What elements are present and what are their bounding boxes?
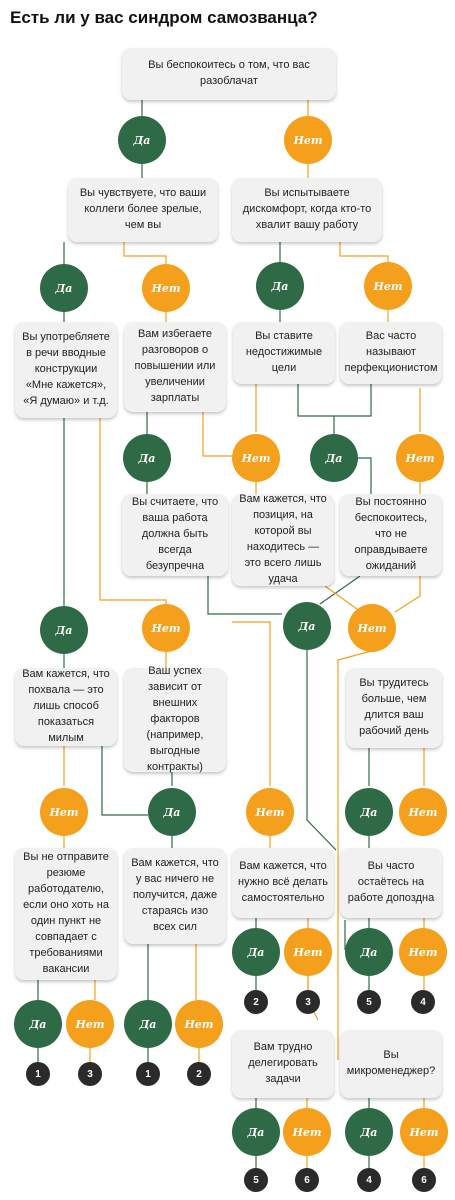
question-box: Вы испытываете дискомфорт, когда кто-то … (232, 178, 382, 242)
result-badge: 1 (26, 1062, 50, 1086)
no-node: Нет (142, 604, 190, 652)
no-node: Нет (399, 928, 447, 976)
question-box: Вы не отправите резюме работодателю, есл… (15, 848, 117, 980)
result-badge: 6 (295, 1168, 319, 1192)
yes-node: Да (345, 1108, 393, 1156)
no-node: Нет (284, 928, 332, 976)
question-box: Вам трудно делегировать задачи (232, 1030, 334, 1098)
no-node: Нет (66, 1000, 114, 1048)
yes-node: Да (148, 788, 196, 836)
yes-node: Да (40, 264, 88, 312)
question-box: Вам кажется, что похвала — это лишь спос… (15, 668, 117, 746)
result-badge: 4 (411, 990, 435, 1014)
question-box: Вы ставите недостижимые цели (233, 322, 335, 384)
result-badge: 2 (187, 1062, 211, 1086)
question-box: Вы чувствуете, что ваши коллеги более зр… (68, 178, 218, 242)
question-box: Вы часто остаётесь на работе допоздна (340, 848, 442, 918)
no-node: Нет (283, 1108, 331, 1156)
result-badge: 1 (136, 1062, 160, 1086)
question-box: Вы микроменеджер? (340, 1030, 442, 1098)
yes-node: Да (345, 928, 393, 976)
question-box: Вы трудитесь больше, чем длится ваш рабо… (346, 668, 442, 748)
no-node: Нет (396, 434, 444, 482)
yes-node: Да (345, 788, 393, 836)
no-node: Нет (175, 1000, 223, 1048)
question-box: Вы употребляете в речи вводные конструкц… (15, 322, 117, 418)
yes-node: Да (310, 434, 358, 482)
question-box: Вам кажется, что позиция, на которой вы … (232, 493, 334, 586)
result-badge: 6 (412, 1168, 436, 1192)
no-node: Нет (40, 788, 88, 836)
no-node: Нет (399, 788, 447, 836)
result-badge: 5 (244, 1168, 268, 1192)
yes-node: Да (124, 1000, 172, 1048)
yes-node: Да (123, 434, 171, 482)
yes-node: Да (40, 606, 88, 654)
result-badge: 4 (357, 1168, 381, 1192)
result-badge: 2 (244, 990, 268, 1014)
yes-node: Да (232, 928, 280, 976)
no-node: Нет (364, 262, 412, 310)
no-node: Нет (246, 788, 294, 836)
no-node: Нет (232, 434, 280, 482)
question-box: Вы постоянно беспокоитесь, что не оправд… (340, 494, 442, 576)
no-node: Нет (142, 264, 190, 312)
yes-node: Да (256, 262, 304, 310)
no-node: Нет (348, 604, 396, 652)
question-box: Вы беспокоитесь о том, что вас разоблача… (122, 48, 336, 100)
question-box: Ваш успех зависит от внешних факторов (н… (124, 665, 226, 773)
result-badge: 5 (357, 990, 381, 1014)
yes-node: Да (283, 602, 331, 650)
yes-node: Да (14, 1000, 62, 1048)
page-title: Есть ли у вас синдром самозванца? (10, 8, 318, 27)
no-node: Нет (400, 1108, 448, 1156)
yes-node: Да (118, 116, 166, 164)
no-node: Нет (284, 116, 332, 164)
question-box: Вы считаете, что ваша работа должна быть… (122, 494, 228, 576)
question-box: Вам кажется, что у вас ничего не получит… (124, 848, 226, 944)
yes-node: Да (232, 1108, 280, 1156)
result-badge: 3 (296, 990, 320, 1014)
result-badge: 3 (78, 1062, 102, 1086)
question-box: Вам кажется, что нужно всё делать самост… (232, 848, 334, 918)
question-box: Вам избегаете разговоров о повышении или… (124, 322, 226, 412)
question-box: Вас часто называют перфекционистом (340, 322, 442, 384)
